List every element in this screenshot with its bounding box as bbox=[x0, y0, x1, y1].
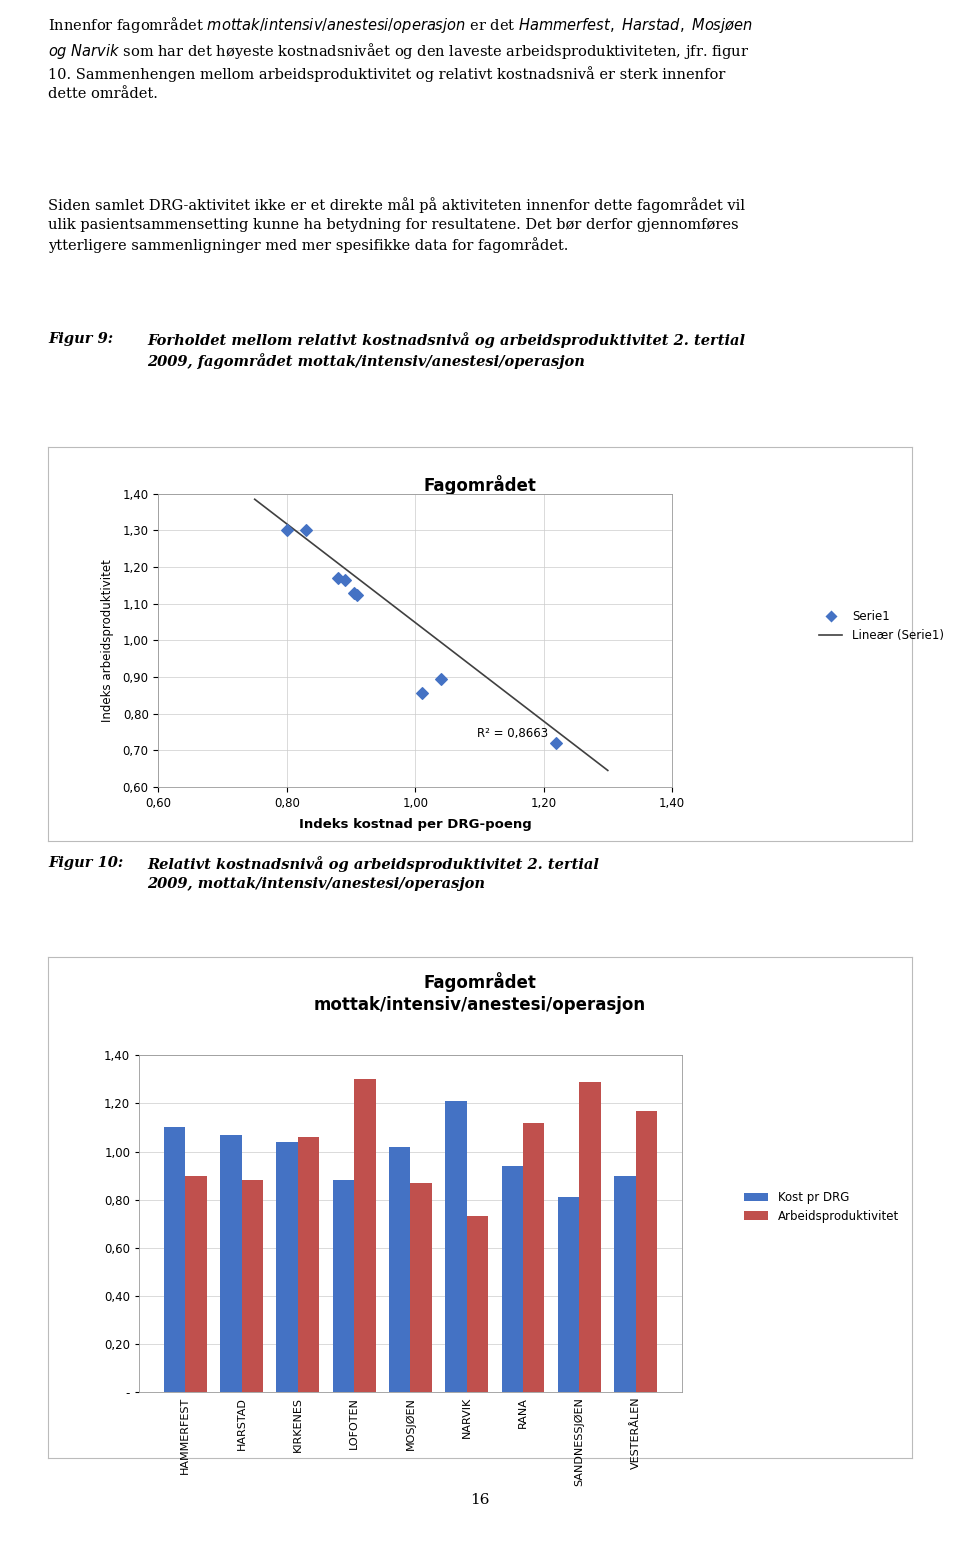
Text: Figur 10:: Figur 10: bbox=[48, 856, 123, 870]
Text: Innenfor fagområdet $\it{mottak/intensiv/anestesi/operasjon}$ er det $\it{Hammer: Innenfor fagområdet $\it{mottak/intensiv… bbox=[48, 15, 753, 100]
Point bbox=[414, 680, 429, 705]
Text: Forholdet mellom relativt kostnadsnivå og arbeidsproduktivitet 2. tertial
2009, : Forholdet mellom relativt kostnadsnivå o… bbox=[148, 332, 745, 369]
Point bbox=[349, 582, 365, 606]
Text: Fagområdet
mottak/intensiv/anestesi/operasjon: Fagområdet mottak/intensiv/anestesi/oper… bbox=[314, 972, 646, 1014]
Text: 16: 16 bbox=[470, 1492, 490, 1508]
Bar bbox=[164, 1128, 185, 1392]
Bar bbox=[354, 1080, 375, 1392]
Bar bbox=[220, 1134, 242, 1392]
Bar bbox=[501, 1167, 523, 1392]
Text: Fagområdet
mottak/intensiv/anestesi/operasjon: Fagområdet mottak/intensiv/anestesi/oper… bbox=[314, 475, 646, 517]
Bar bbox=[276, 1142, 298, 1392]
Bar bbox=[185, 1176, 206, 1392]
Bar bbox=[558, 1197, 579, 1392]
Text: Siden samlet DRG-aktivitet ikke er et direkte mål på aktiviteten innenfor dette : Siden samlet DRG-aktivitet ikke er et di… bbox=[48, 198, 745, 253]
Bar bbox=[579, 1082, 601, 1392]
Legend: Kost pr DRG, Arbeidsproduktivitet: Kost pr DRG, Arbeidsproduktivitet bbox=[740, 1187, 903, 1227]
Point bbox=[549, 731, 564, 756]
Bar bbox=[333, 1180, 354, 1392]
X-axis label: Indeks kostnad per DRG-poeng: Indeks kostnad per DRG-poeng bbox=[299, 818, 532, 832]
Point bbox=[337, 568, 352, 593]
Bar bbox=[467, 1216, 488, 1392]
Point bbox=[433, 667, 448, 691]
Bar bbox=[242, 1180, 263, 1392]
Bar bbox=[411, 1183, 432, 1392]
Text: Figur 9:: Figur 9: bbox=[48, 332, 113, 346]
Bar bbox=[614, 1176, 636, 1392]
Point bbox=[279, 518, 295, 543]
Bar bbox=[523, 1123, 544, 1392]
Point bbox=[347, 580, 362, 605]
Legend: Serie1, Lineær (Serie1): Serie1, Lineær (Serie1) bbox=[814, 605, 948, 647]
Text: R² = 0,8663: R² = 0,8663 bbox=[477, 727, 548, 741]
Bar bbox=[389, 1146, 410, 1392]
Y-axis label: Indeks arbeidsproduktivitet: Indeks arbeidsproduktivitet bbox=[101, 559, 114, 722]
Bar bbox=[445, 1102, 467, 1392]
Bar bbox=[298, 1137, 320, 1392]
Point bbox=[330, 566, 346, 591]
Point bbox=[299, 518, 314, 543]
Text: Relativt kostnadsnivå og arbeidsproduktivitet 2. tertial
2009, mottak/intensiv/a: Relativt kostnadsnivå og arbeidsprodukti… bbox=[148, 856, 599, 890]
Bar bbox=[636, 1111, 657, 1392]
